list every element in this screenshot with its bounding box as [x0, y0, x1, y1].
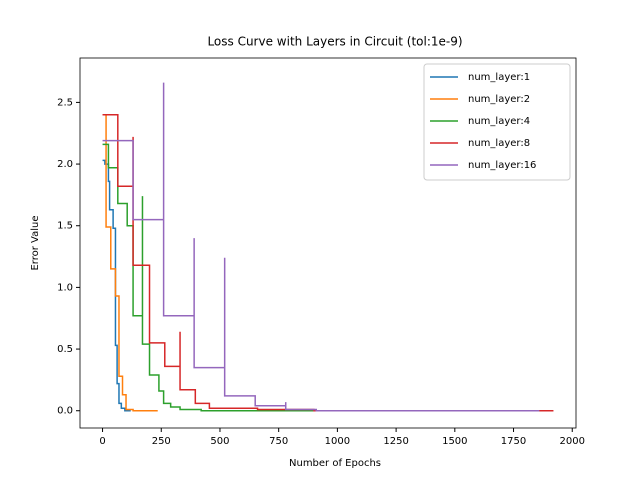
legend-label: num_layer:8: [468, 138, 530, 149]
legend-label: num_layer:2: [468, 94, 530, 105]
x-tick-label: 1000: [325, 436, 350, 447]
plot-frame: [79, 57, 577, 429]
x-axis-label: Number of Epochs: [289, 458, 381, 469]
chart-title: Loss Curve with Layers in Circuit (tol:1…: [207, 35, 462, 49]
y-tick-label: 0.0: [57, 406, 73, 417]
x-tick-label: 500: [210, 436, 229, 447]
x-tick-label: 750: [269, 436, 288, 447]
x-tick-label: 1250: [383, 436, 408, 447]
y-tick-label: 1.5: [57, 221, 73, 232]
x-tick-label: 1500: [442, 436, 467, 447]
legend-label: num_layer:16: [468, 160, 536, 171]
y-tick-label: 2.0: [57, 159, 73, 170]
legend-box: [423, 63, 571, 181]
legend-label: num_layer:4: [468, 116, 530, 127]
y-tick-label: 2.5: [57, 97, 73, 108]
x-tick-label: 250: [152, 436, 171, 447]
line-series: [102, 113, 158, 412]
y-tick-label: 1.0: [57, 282, 73, 293]
x-tick-label: 0: [99, 436, 105, 447]
legend-label: num_layer:1: [468, 72, 530, 83]
line-series: [102, 82, 540, 412]
line-series: [102, 143, 314, 412]
x-tick-label: 1750: [501, 436, 526, 447]
y-axis-label: Error Value: [30, 215, 41, 270]
y-tick-label: 0.5: [57, 344, 73, 355]
x-tick-label: 2000: [560, 436, 585, 447]
